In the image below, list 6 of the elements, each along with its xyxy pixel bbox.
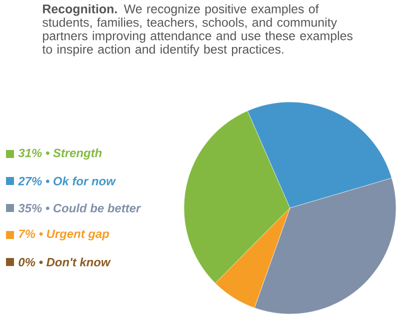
legend-label: 0% • Don't know [18,258,111,266]
legend-label: 27% • Ok for now [18,176,116,186]
chart-title: Recognition. We recognize positive examples of students, families, teachers, schools, and community partners improving attendance and use these examples to inspire action and identify best practices. [42,4,353,56]
legend-label: 7% • Urgent gap [19,230,110,240]
legend-label: 31% • Strength [18,148,102,160]
legend-label: 35% • Could be better [18,204,142,212]
